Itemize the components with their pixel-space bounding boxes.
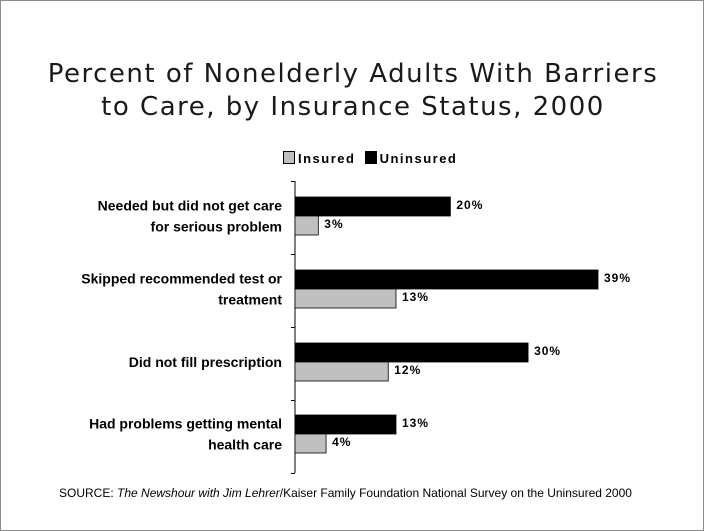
bar-insured bbox=[294, 361, 389, 382]
data-label-uninsured: 30% bbox=[534, 344, 561, 358]
bar-uninsured bbox=[294, 196, 451, 217]
source-italic-title: The Newshour with Jim Lehrer bbox=[117, 486, 280, 500]
bar-uninsured bbox=[294, 414, 397, 435]
data-label-insured: 13% bbox=[402, 290, 429, 304]
bar-uninsured bbox=[294, 342, 529, 363]
source-prefix: SOURCE: bbox=[59, 486, 118, 500]
data-label-insured: 3% bbox=[324, 217, 343, 231]
legend-item-insured: Insured bbox=[283, 151, 355, 166]
bar-insured bbox=[294, 433, 327, 454]
data-label-insured: 12% bbox=[394, 363, 421, 377]
source-rest: /Kaiser Family Foundation National Surve… bbox=[279, 486, 632, 500]
category-label: treatment bbox=[218, 292, 282, 308]
category-label: for serious problem bbox=[151, 219, 282, 235]
data-label-insured: 4% bbox=[332, 435, 351, 449]
category-label: Had problems getting mental bbox=[89, 416, 282, 432]
category-label: Skipped recommended test or bbox=[81, 271, 282, 287]
legend-label-uninsured: Uninsured bbox=[379, 151, 458, 166]
data-label-uninsured: 39% bbox=[604, 271, 631, 285]
legend-label-insured: Insured bbox=[298, 151, 356, 166]
bar-uninsured bbox=[294, 269, 599, 290]
legend-item-uninsured: Uninsured bbox=[364, 151, 458, 166]
data-label-uninsured: 20% bbox=[456, 198, 483, 212]
legend-swatch-insured bbox=[283, 151, 295, 164]
bar-chart: 20% 3% Needed but did not get care for seri… bbox=[81, 181, 631, 474]
data-label-uninsured: 13% bbox=[402, 416, 429, 430]
chart-title-line-1: Percent of Nonelderly Adults With Barrie… bbox=[47, 59, 659, 89]
legend: Insured Uninsured bbox=[283, 151, 461, 167]
category-label: Did not fill prescription bbox=[129, 354, 282, 370]
legend-swatch-uninsured bbox=[364, 151, 377, 164]
category-label: Needed but did not get care bbox=[98, 198, 283, 214]
category-label: health care bbox=[208, 437, 282, 453]
bar-insured bbox=[294, 288, 397, 309]
bar-insured bbox=[294, 215, 319, 236]
chart-title-line-2: to Care, by Insurance Status, 2000 bbox=[101, 92, 605, 122]
source-note: SOURCE: The Newshour with Jim Lehrer/Kai… bbox=[59, 486, 679, 501]
